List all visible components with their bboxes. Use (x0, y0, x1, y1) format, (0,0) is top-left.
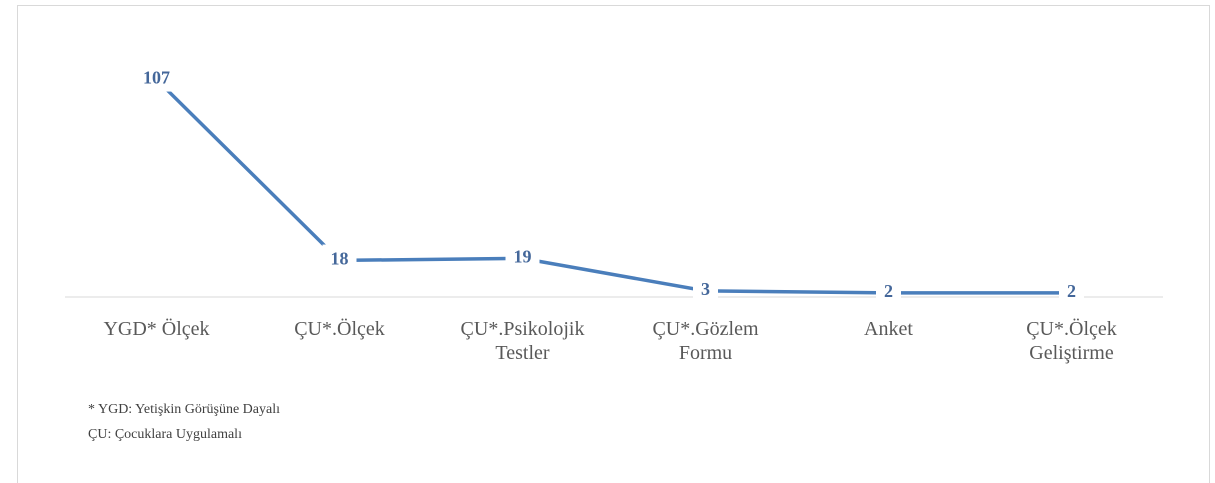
x-tick-label: YGD* Ölçek (103, 318, 210, 340)
chart-border (17, 5, 1210, 483)
value-label-bg (135, 63, 178, 92)
value-label: 18 (331, 249, 349, 269)
value-label-bg (693, 275, 718, 304)
note: * YGD: Yetişkin Görüşüne Dayalı (88, 402, 280, 417)
x-tick-label: Anket (864, 318, 913, 340)
value-label: 2 (884, 281, 893, 301)
value-label: 2 (1067, 281, 1076, 301)
value-label: 3 (701, 279, 710, 299)
value-label-bg (505, 242, 540, 271)
value-label: 107 (143, 68, 170, 88)
line (155, 78, 1072, 295)
x-tick-label: ÇU*.Psikolojik Testler (460, 318, 585, 364)
value-label-bg (1059, 277, 1084, 306)
x-tick-label: ÇU*.Gözlem Formu (652, 318, 759, 364)
x-tick-label: ÇU*.Ölçek (294, 318, 385, 340)
value-label-bg (876, 277, 901, 306)
value-label-bg (322, 244, 357, 273)
value-label: 19 (514, 246, 532, 266)
note: ÇU: Çocuklara Uygulamalı (88, 427, 242, 442)
x-tick-label: ÇU*.Ölçek Geliştirme (1026, 318, 1117, 364)
